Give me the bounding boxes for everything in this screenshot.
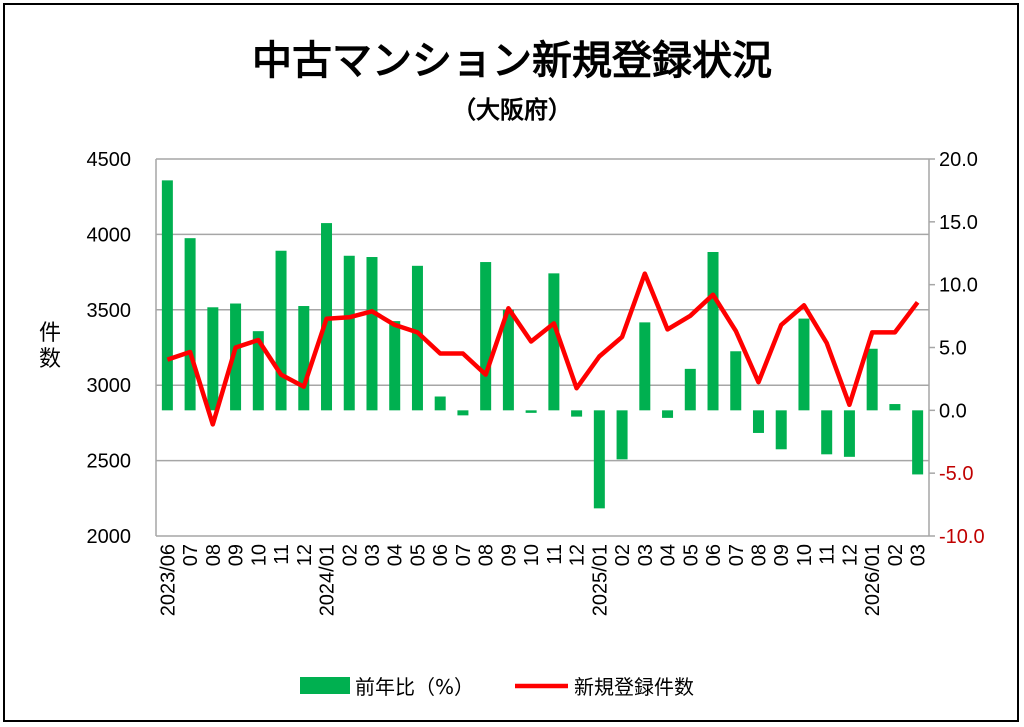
x-tick-label: 12 (567, 544, 589, 566)
x-tick-label: 10 (248, 544, 270, 566)
left-tick-label: 3000 (87, 375, 132, 397)
bar-07 (457, 410, 469, 416)
y-axis-label-char: 数 (39, 347, 61, 372)
x-tick-label: 02 (885, 544, 907, 566)
right-tick-label: 5.0 (939, 338, 967, 360)
x-tick-label: 05 (407, 544, 429, 566)
chart-frame (3, 3, 1019, 722)
x-tick-label: 2023/06 (157, 544, 179, 616)
bar-09 (775, 410, 787, 450)
x-tick-label: 04 (385, 544, 407, 566)
bar-07 (184, 238, 196, 411)
bar-05 (684, 368, 696, 411)
bar-2025/01 (593, 410, 605, 509)
right-tick-label: 10.0 (939, 275, 978, 297)
right-tick-label: -5.0 (939, 463, 973, 485)
x-tick-label: 07 (180, 544, 202, 566)
bar-10 (798, 318, 810, 411)
x-tick-label: 08 (203, 544, 225, 566)
x-tick-label: 12 (839, 544, 861, 566)
bar-08 (480, 262, 492, 411)
x-tick-label: 10 (521, 544, 543, 566)
bar-02 (889, 404, 901, 411)
bar-11 (821, 410, 833, 455)
left-tick-label: 2500 (87, 451, 132, 473)
x-tick-label: 10 (794, 544, 816, 566)
left-tick-label: 4000 (87, 224, 132, 246)
x-tick-label: 2026/01 (862, 544, 884, 616)
bar-10 (525, 410, 537, 413)
x-tick-label: 03 (635, 544, 657, 566)
bar-11 (548, 273, 560, 411)
y-axis-label-char: 件 (39, 321, 61, 346)
x-tick-label: 04 (658, 544, 680, 566)
bar-04 (389, 321, 401, 411)
x-tick-label: 08 (748, 544, 770, 566)
right-tick-label: 20.0 (939, 149, 978, 171)
chart-title: 中古マンション新規登録状況 (252, 38, 772, 84)
x-tick-label: 09 (498, 544, 520, 566)
x-tick-label: 08 (476, 544, 498, 566)
x-tick-label: 11 (271, 544, 293, 565)
bar-02 (343, 255, 355, 411)
bar-10 (252, 331, 264, 411)
x-tick-label: 07 (726, 544, 748, 566)
x-tick-label: 02 (339, 544, 361, 566)
bar-08 (207, 307, 219, 411)
x-tick-label: 2024/01 (317, 544, 339, 616)
line-series (166, 271, 920, 427)
right-tick-label: 15.0 (939, 212, 978, 234)
x-tick-label: 03 (908, 544, 930, 566)
x-tick-label: 11 (817, 544, 839, 565)
bar-06 (707, 251, 719, 411)
legend-label-line: 新規登録件数 (574, 675, 694, 699)
x-tick-label: 05 (680, 544, 702, 566)
left-tick-label: 2000 (87, 526, 132, 548)
bar-12 (843, 410, 855, 457)
bar-12 (298, 306, 310, 411)
bar-05 (411, 265, 423, 411)
bar-08 (752, 410, 764, 433)
legend-swatch-bar (300, 677, 350, 694)
x-tick-label: 07 (453, 544, 475, 566)
bar-03 (639, 322, 651, 411)
bar-03 (366, 257, 378, 411)
x-tick-label: 12 (294, 544, 316, 566)
right-tick-label: 0.0 (939, 400, 967, 422)
x-tick-label: 06 (703, 544, 725, 566)
x-tick-label: 11 (544, 544, 566, 565)
bar-03 (912, 410, 924, 475)
chart-subtitle: （大阪府） (452, 96, 572, 124)
bar-11 (275, 250, 287, 411)
left-tick-label: 3500 (87, 300, 132, 322)
x-tick-label: 02 (612, 544, 634, 566)
bar-12 (571, 410, 583, 417)
bar-2023/06 (161, 180, 173, 411)
bar-07 (730, 351, 742, 411)
bar-02 (616, 410, 628, 460)
bar-06 (434, 396, 446, 411)
x-tick-label: 2025/01 (589, 544, 611, 616)
right-tick-label: -10.0 (939, 526, 985, 548)
bar-09 (230, 303, 242, 411)
x-tick-label: 03 (362, 544, 384, 566)
legend-label-bar: 前年比（%） (355, 675, 474, 699)
bar-2026/01 (866, 348, 878, 411)
left-tick-label: 4500 (87, 149, 132, 171)
x-tick-label: 09 (771, 544, 793, 566)
bar-09 (502, 309, 514, 411)
bar-04 (662, 410, 674, 418)
x-tick-label: 09 (226, 544, 248, 566)
x-tick-label: 06 (430, 544, 452, 566)
